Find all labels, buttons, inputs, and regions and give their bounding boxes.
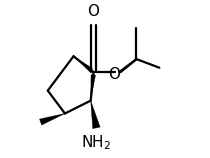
Text: O: O <box>108 67 120 82</box>
Polygon shape <box>76 58 93 72</box>
Text: NH$_2$: NH$_2$ <box>81 134 112 152</box>
Polygon shape <box>91 75 96 98</box>
Text: O: O <box>88 4 100 19</box>
Polygon shape <box>91 101 100 129</box>
Polygon shape <box>39 113 65 125</box>
